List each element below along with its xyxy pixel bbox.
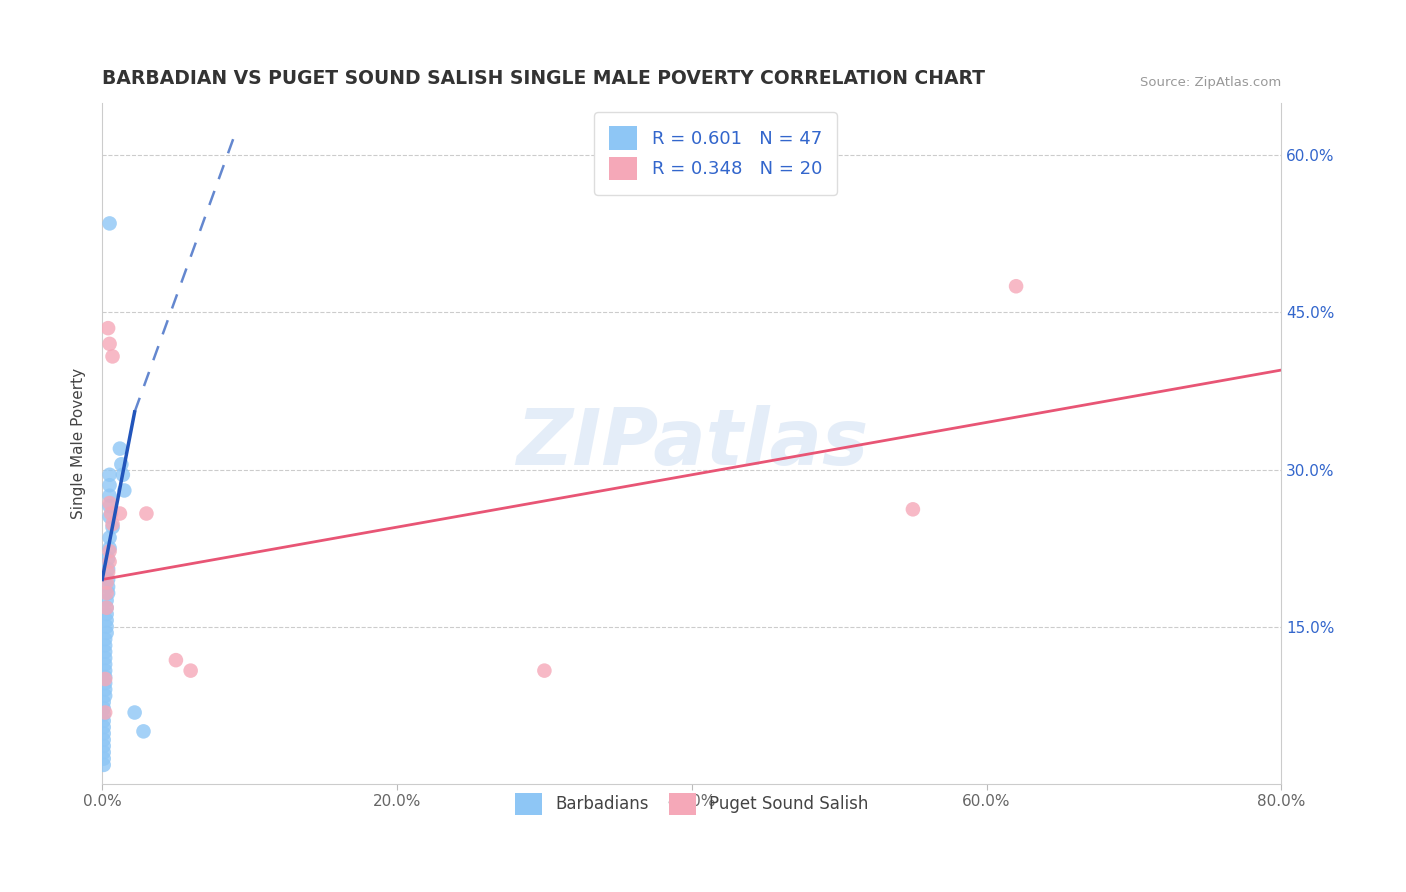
Point bbox=[98, 467, 121, 482]
Point bbox=[98, 531, 121, 545]
Point bbox=[98, 499, 121, 513]
Point bbox=[98, 555, 121, 569]
Point bbox=[101, 520, 124, 534]
Point bbox=[93, 739, 115, 753]
Point bbox=[94, 689, 117, 703]
Point bbox=[93, 707, 115, 722]
Point bbox=[94, 651, 117, 665]
Point bbox=[93, 745, 115, 759]
Point bbox=[124, 706, 146, 720]
Point bbox=[101, 516, 124, 531]
Point bbox=[93, 757, 115, 772]
Point bbox=[97, 551, 120, 566]
Text: BARBADIAN VS PUGET SOUND SALISH SINGLE MALE POVERTY CORRELATION CHART: BARBADIAN VS PUGET SOUND SALISH SINGLE M… bbox=[103, 69, 986, 87]
Point bbox=[97, 573, 120, 587]
Point bbox=[94, 632, 117, 647]
Point bbox=[98, 336, 121, 351]
Point bbox=[96, 620, 118, 634]
Point bbox=[98, 544, 121, 558]
Point bbox=[96, 586, 118, 600]
Point bbox=[98, 509, 121, 524]
Point bbox=[94, 682, 117, 697]
Point bbox=[93, 751, 115, 765]
Point bbox=[97, 586, 120, 600]
Point bbox=[93, 714, 115, 728]
Point bbox=[96, 575, 118, 590]
Y-axis label: Single Male Poverty: Single Male Poverty bbox=[72, 368, 86, 519]
Point bbox=[94, 657, 117, 672]
Point bbox=[96, 626, 118, 640]
Point bbox=[132, 724, 155, 739]
Point bbox=[94, 706, 117, 720]
Point bbox=[93, 726, 115, 740]
Point bbox=[96, 613, 118, 627]
Point bbox=[108, 442, 131, 456]
Point bbox=[93, 732, 115, 747]
Point bbox=[97, 562, 120, 576]
Point bbox=[533, 664, 555, 678]
Point bbox=[108, 507, 131, 521]
Point bbox=[98, 489, 121, 503]
Point bbox=[94, 676, 117, 690]
Point bbox=[110, 458, 132, 472]
Point bbox=[94, 670, 117, 684]
Point bbox=[100, 507, 122, 521]
Legend: Barbadians, Puget Sound Salish: Barbadians, Puget Sound Salish bbox=[508, 785, 876, 823]
Point bbox=[1005, 279, 1028, 293]
Point bbox=[112, 483, 135, 498]
Point bbox=[101, 350, 124, 364]
Point bbox=[111, 467, 134, 482]
Point bbox=[97, 580, 120, 594]
Point bbox=[96, 600, 118, 615]
Text: ZIPatlas: ZIPatlas bbox=[516, 405, 868, 482]
Point bbox=[135, 507, 157, 521]
Point bbox=[98, 541, 121, 555]
Point bbox=[93, 720, 115, 734]
Point bbox=[97, 565, 120, 579]
Point bbox=[94, 664, 117, 678]
Point bbox=[93, 701, 115, 715]
Point bbox=[97, 321, 120, 335]
Point bbox=[96, 607, 118, 621]
Point bbox=[98, 216, 121, 230]
Point bbox=[93, 695, 115, 709]
Point bbox=[96, 600, 118, 615]
Point bbox=[94, 672, 117, 686]
Point bbox=[96, 593, 118, 607]
Point bbox=[180, 664, 202, 678]
Point bbox=[98, 496, 121, 510]
Point bbox=[98, 478, 121, 492]
Point bbox=[901, 502, 924, 516]
Point bbox=[94, 645, 117, 659]
Text: Source: ZipAtlas.com: Source: ZipAtlas.com bbox=[1140, 77, 1281, 89]
Point bbox=[165, 653, 187, 667]
Point bbox=[94, 639, 117, 653]
